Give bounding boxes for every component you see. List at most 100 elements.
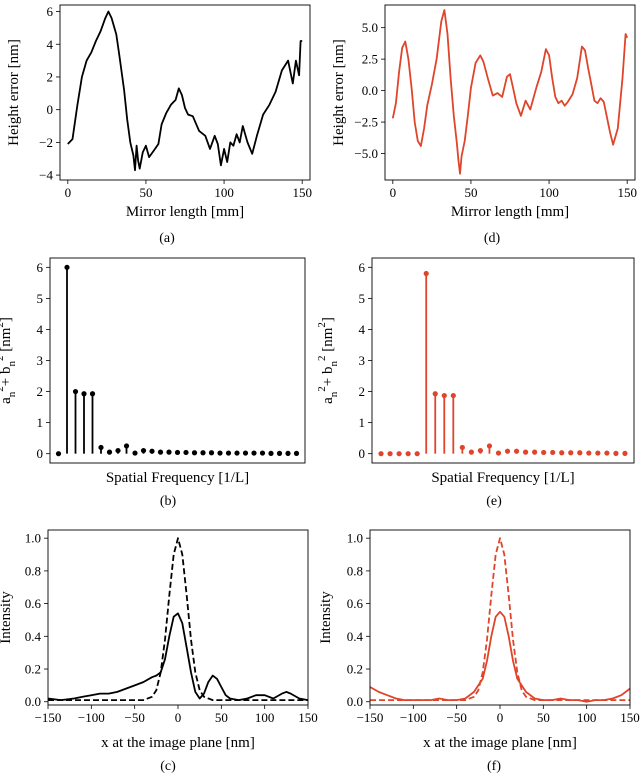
axes-frame-d: [384, 4, 636, 181]
series-line-f-ideal: [370, 537, 630, 701]
y-tick-label-a: 4: [47, 37, 54, 52]
stem-marker-e: [532, 449, 538, 455]
stem-marker-e: [378, 451, 384, 457]
ylabel-plus-b: + b: [0, 367, 14, 387]
ylabel-a: a: [0, 397, 14, 404]
x-tick-label-c: 0: [175, 710, 182, 725]
y-tick-label-f: 0.4: [347, 629, 364, 644]
stem-marker-b: [225, 450, 232, 456]
stem-marker-b: [89, 391, 96, 397]
stem-marker-e: [441, 392, 447, 399]
stem-marker-b: [166, 449, 172, 455]
ylabel-close: ]: [0, 317, 14, 322]
y-tick-label-c: 0.0: [25, 694, 41, 709]
stem-marker-b: [72, 388, 79, 395]
stem-marker-b: [183, 449, 189, 456]
x-tick-label-f: −150: [357, 710, 384, 725]
stem-marker-e: [595, 450, 601, 456]
series-line-d-residual-height-error: [391, 9, 629, 175]
x-axis-label-f: x at the image plane [nm]: [423, 735, 577, 751]
y-tick-label-c: 0.4: [25, 629, 42, 644]
stem-marker-b: [81, 391, 87, 397]
y-tick-label-a: 2: [47, 69, 54, 84]
x-axis-label-c: x at the image plane [nm]: [101, 735, 255, 751]
x-tick-label-f: −50: [446, 710, 466, 725]
series-line-f-corrected: [369, 610, 631, 703]
panel-c-intensity-chart: −150 −100 −50 0 50 100 150 0.0 0.2 0.4 0.6 0.8 1.0 x …: [0, 529, 318, 774]
x-tick-label-a: 0: [65, 185, 72, 200]
caption-d: (d): [484, 231, 501, 246]
x-axis-label-d: Mirror length [mm]: [451, 204, 569, 220]
y-tick-label-f: 0.8: [347, 563, 363, 578]
y-tick-label-c: 1.0: [25, 531, 41, 546]
x-tick-label-c: 150: [298, 710, 318, 725]
stem-marker-e: [586, 450, 592, 456]
y-tick-label-d: −2.5: [354, 115, 378, 130]
stem-marker-b: [251, 450, 257, 456]
axes-frame-f: [369, 529, 631, 706]
axes-frame-b: [49, 257, 306, 464]
ylabel-plus-b: + b: [320, 367, 336, 387]
stem-marker-b: [242, 450, 249, 456]
y-tick-label-f: 0.2: [347, 662, 363, 677]
stem-marker-b: [293, 450, 300, 456]
stem-marker-e: [568, 450, 574, 456]
stem-marker-e: [477, 447, 484, 454]
stem-marker-e: [405, 451, 411, 457]
stem-marker-e: [604, 450, 610, 456]
y-tick-label-b: 3: [37, 353, 44, 368]
ylabel-sup-2: 2: [316, 356, 328, 362]
caption-c: (c): [160, 759, 176, 774]
series-line-c-ideal: [48, 537, 308, 701]
ylabel-a: a: [320, 397, 336, 404]
stem-marker-e: [432, 391, 438, 397]
axes-frame-c: [47, 529, 309, 706]
y-tick-label-a: −2: [39, 135, 53, 150]
stem-marker-b: [276, 450, 283, 456]
x-tick-label-d: 0: [390, 185, 397, 200]
x-axis-label-b: Spatial Frequency [1/L]: [106, 470, 249, 486]
panel-d-residual-height-error-chart: 0 50 100 150 −5.0 −2.5 0.0 2.5 5.0 Mirror length …: [331, 4, 637, 246]
stem-marker-e: [622, 450, 628, 456]
x-axis-label-e: Spatial Frequency [1/L]: [431, 470, 574, 486]
axes-frame-a: [59, 4, 311, 181]
ylabel-sub-n: n: [328, 391, 340, 397]
ylabel-unit: [nm: [0, 327, 14, 355]
stem-marker-e: [414, 451, 420, 457]
x-tick-label-f: 0: [497, 710, 504, 725]
y-tick-label-d: 0.0: [362, 83, 378, 98]
y-tick-label-b: 6: [37, 260, 44, 275]
y-tick-label-e: 4: [359, 322, 366, 337]
ylabel-sub-n: n: [328, 361, 340, 367]
stem-marker-b: [234, 450, 240, 456]
stem-marker-e: [423, 270, 429, 277]
y-tick-label-b: 2: [37, 384, 44, 399]
panel-a-height-error-chart: 0 50 100 150 −4 −2 0 2 4 6 Mirror length [mm] Heigh…: [6, 4, 312, 246]
x-tick-label-a: 100: [214, 185, 234, 200]
x-axis-label-a: Mirror length [mm]: [126, 204, 244, 220]
y-tick-label-e: 3: [359, 353, 366, 368]
ylabel-sup-2: 2: [316, 386, 328, 392]
x-tick-label-f: 50: [537, 710, 550, 725]
y-axis-label-c: Intensity: [0, 591, 14, 644]
stem-marker-b: [55, 451, 62, 457]
x-tick-label-a: 150: [292, 185, 312, 200]
stem-marker-b: [208, 450, 215, 456]
caption-e: (e): [486, 494, 502, 509]
x-tick-label-c: −50: [124, 710, 144, 725]
caption-b: (b): [160, 494, 177, 509]
axes-frame-e: [371, 257, 635, 464]
ylabel-sub-n: n: [6, 391, 18, 397]
x-tick-label-c: −150: [35, 710, 62, 725]
y-tick-label-d: 5.0: [362, 20, 378, 35]
caption-f: (f): [487, 759, 501, 774]
x-tick-label-d: 100: [539, 185, 559, 200]
y-tick-label-f: 0.0: [347, 694, 363, 709]
y-axis-label-a: Height error [nm]: [6, 39, 22, 146]
stem-marker-b: [132, 450, 138, 456]
stem-marker-b: [268, 450, 274, 456]
stem-marker-e: [387, 451, 393, 457]
stem-marker-e: [504, 448, 511, 454]
stem-marker-e: [459, 444, 465, 451]
